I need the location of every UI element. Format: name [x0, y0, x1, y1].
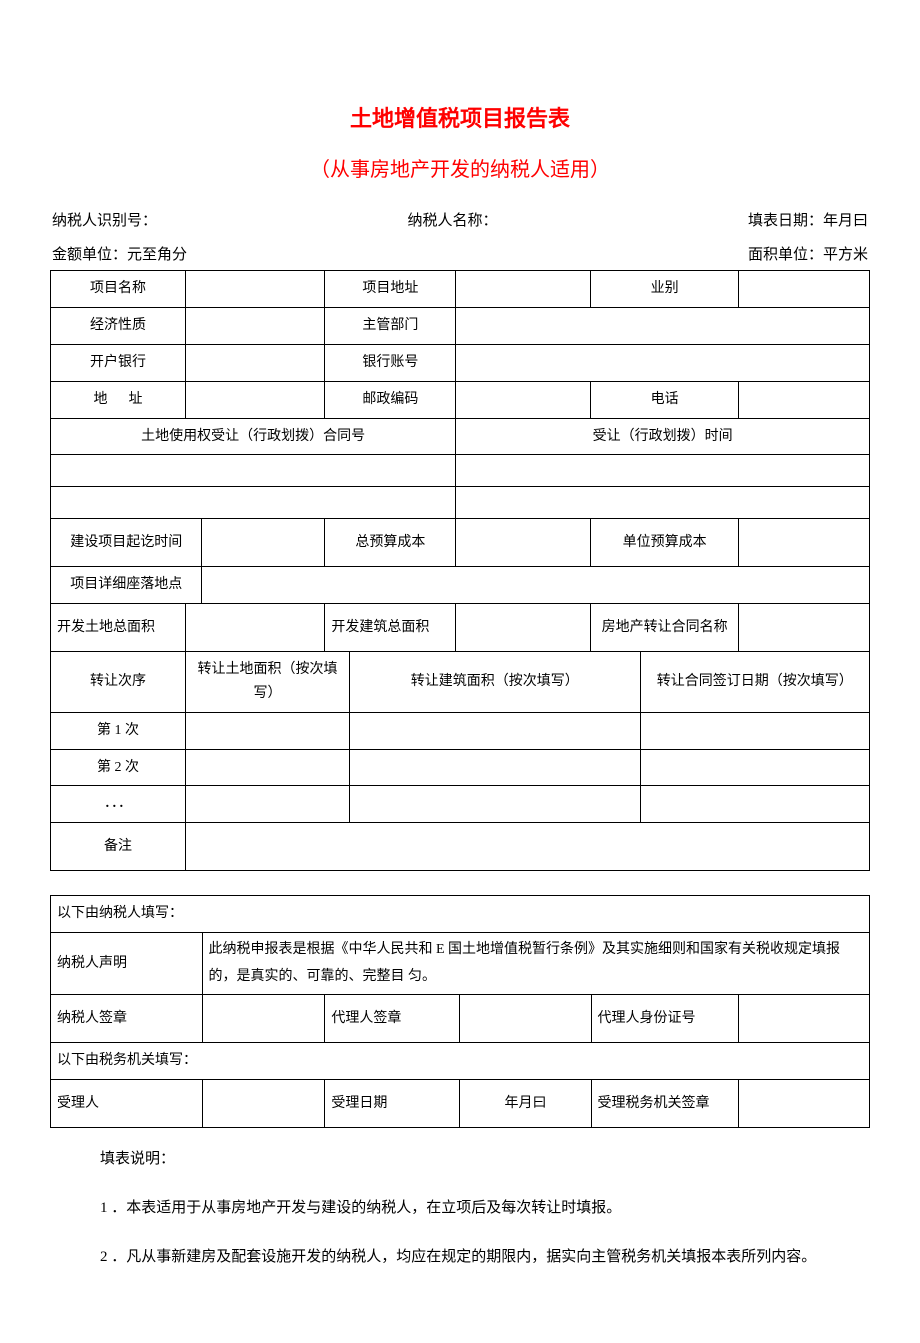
field-project-period[interactable]	[202, 519, 325, 567]
label-transfer-contract-name: 房地产转让合同名称	[591, 604, 738, 652]
field-tax-authority-seal[interactable]	[738, 1079, 869, 1127]
label-project-period: 建设项目起讫时间	[51, 519, 202, 567]
label-project-name: 项目名称	[51, 271, 186, 308]
field-ellipsis-land[interactable]	[186, 786, 350, 823]
field-ellipsis-date[interactable]	[640, 786, 869, 823]
units-row: 金额单位：元至角分 面积单位：平方米	[50, 243, 870, 269]
tax-authority-section-table: 以下由税务机关填写： 受理人 受理日期 年月曰 受理税务机关签章	[50, 1043, 870, 1128]
label-accept-date: 受理日期	[325, 1079, 460, 1127]
taxpayer-section-table: 以下由纳税人填写： 纳税人声明 此纳税申报表是根据《中华人民共和 E 国土地增值…	[50, 895, 870, 1043]
field-time1-building[interactable]	[349, 712, 640, 749]
label-remark: 备注	[51, 823, 186, 871]
field-bank-account[interactable]	[456, 344, 870, 381]
taxpayer-id-label: 纳税人识别号：	[52, 209, 157, 235]
label-postal-code: 邮政编码	[325, 381, 456, 418]
label-address: 地 址	[51, 381, 186, 418]
label-land-contract-no: 土地使用权受让（行政划拨）合同号	[51, 418, 456, 455]
note-2: 2 ．凡从事新建房及配套设施开发的纳税人，均应在规定的期限内，据实向主管税务机关…	[100, 1244, 860, 1271]
label-transfer-sign-date: 转让合同签订日期（按次填写）	[640, 652, 869, 713]
label-declaration: 纳税人声明	[51, 932, 203, 994]
field-time2-date[interactable]	[640, 749, 869, 786]
amount-unit: 金额单位：元至角分	[52, 243, 187, 269]
field-accept-date-value: 年月曰	[460, 1079, 591, 1127]
field-dev-building-area[interactable]	[456, 604, 591, 652]
notes-section: 填表说明： 1 ．本表适用于从事房地产开发与建设的纳税人，在立项后及每次转让时填…	[50, 1146, 870, 1271]
taxpayer-name-label: 纳税人名称：	[407, 209, 497, 235]
field-transfer-time-2[interactable]	[456, 487, 870, 519]
field-phone[interactable]	[738, 381, 869, 418]
field-time1-date[interactable]	[640, 712, 869, 749]
label-authority: 主管部门	[325, 308, 456, 345]
field-taxpayer-seal[interactable]	[202, 995, 325, 1043]
label-bank-account: 银行账号	[325, 344, 456, 381]
label-agent-id: 代理人身份证号	[591, 995, 738, 1043]
label-phone: 电话	[591, 381, 738, 418]
field-bank[interactable]	[186, 344, 325, 381]
label-transfer-time: 受让（行政划拨）时间	[456, 418, 870, 455]
tax-authority-section-header: 以下由税务机关填写：	[51, 1043, 870, 1079]
label-acceptor: 受理人	[51, 1079, 203, 1127]
label-ellipsis: ．．．	[51, 786, 186, 823]
label-total-budget: 总预算成本	[325, 519, 456, 567]
label-transfer-land-area: 转让土地面积（按次填写）	[186, 652, 350, 713]
field-project-address[interactable]	[456, 271, 591, 308]
notes-heading: 填表说明：	[100, 1146, 860, 1173]
label-unit-budget: 单位预算成本	[591, 519, 738, 567]
field-transfer-contract-name[interactable]	[738, 604, 869, 652]
declaration-text: 此纳税申报表是根据《中华人民共和 E 国土地增值税暂行条例》及其实施细则和国家有…	[202, 932, 870, 994]
taxpayer-section-header: 以下由纳税人填写：	[51, 896, 870, 933]
field-time1-land[interactable]	[186, 712, 350, 749]
field-time2-land[interactable]	[186, 749, 350, 786]
field-time2-building[interactable]	[349, 749, 640, 786]
label-bank: 开户银行	[51, 344, 186, 381]
fill-date-label: 填表日期：年月曰	[748, 209, 868, 235]
field-address[interactable]	[186, 381, 325, 418]
label-taxpayer-seal: 纳税人签章	[51, 995, 203, 1043]
field-dev-land-area[interactable]	[186, 604, 325, 652]
field-project-location[interactable]	[202, 567, 870, 604]
label-time-2: 第 2 次	[51, 749, 186, 786]
field-authority[interactable]	[456, 308, 870, 345]
field-agent-id[interactable]	[738, 995, 869, 1043]
field-transfer-time[interactable]	[456, 455, 870, 487]
label-tax-authority-seal: 受理税务机关签章	[591, 1079, 738, 1127]
label-dev-building-area: 开发建筑总面积	[325, 604, 456, 652]
label-economic-nature: 经济性质	[51, 308, 186, 345]
field-postal-code[interactable]	[456, 381, 591, 418]
field-total-budget[interactable]	[456, 519, 591, 567]
label-project-address: 项目地址	[325, 271, 456, 308]
area-unit: 面积单位：平方米	[748, 243, 868, 269]
document-title: 土地增值税项目报告表	[50, 100, 870, 137]
field-acceptor[interactable]	[202, 1079, 325, 1127]
field-land-contract-no[interactable]	[51, 455, 456, 487]
field-economic-nature[interactable]	[186, 308, 325, 345]
label-time-1: 第 1 次	[51, 712, 186, 749]
field-land-contract-no-2[interactable]	[51, 487, 456, 519]
field-ellipsis-building[interactable]	[349, 786, 640, 823]
label-transfer-order: 转让次序	[51, 652, 186, 713]
note-1: 1 ．本表适用于从事房地产开发与建设的纳税人，在立项后及每次转让时填报。	[100, 1195, 860, 1222]
field-project-name[interactable]	[186, 271, 325, 308]
label-industry: 业别	[591, 271, 738, 308]
label-dev-land-area: 开发土地总面积	[51, 604, 186, 652]
header-row: 纳税人识别号： 纳税人名称： 填表日期：年月曰	[50, 209, 870, 235]
field-agent-seal[interactable]	[460, 995, 591, 1043]
label-project-location: 项目详细座落地点	[51, 567, 202, 604]
main-form-table: 项目名称 项目地址 业别 经济性质 主管部门 开户银行 银行账号 地 址 邮政编…	[50, 270, 870, 871]
field-unit-budget[interactable]	[738, 519, 869, 567]
label-transfer-building-area: 转让建筑面积（按次填写）	[349, 652, 640, 713]
label-agent-seal: 代理人签章	[325, 995, 460, 1043]
field-industry[interactable]	[738, 271, 869, 308]
field-remark[interactable]	[186, 823, 870, 871]
document-subtitle: （从事房地产开发的纳税人适用）	[50, 153, 870, 187]
